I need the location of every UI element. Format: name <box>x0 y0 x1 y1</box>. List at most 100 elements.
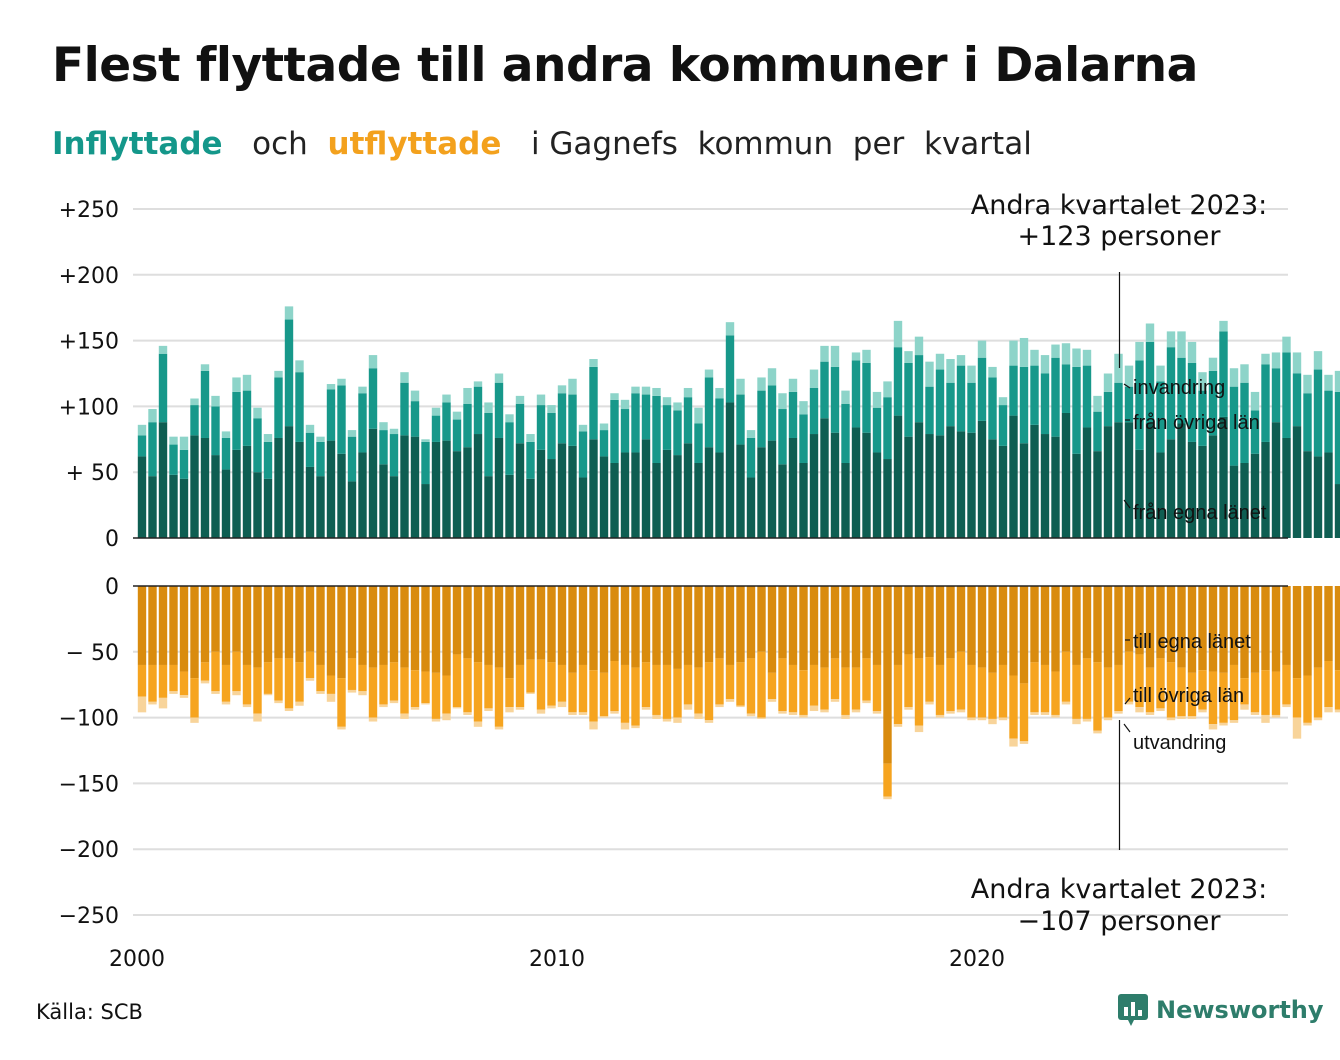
bar-out-utvandring <box>200 680 210 684</box>
bar-out-utvandring <box>1051 714 1060 718</box>
bar-out-utvandring <box>704 720 714 723</box>
bar-in-ovriga-lan <box>1187 362 1197 442</box>
bar-out-egna-lanet <box>536 586 546 660</box>
bar-out-egna-lanet <box>883 586 892 764</box>
bar-in-ovriga-lan <box>1229 386 1239 466</box>
bar-in-ovriga-lan <box>620 409 630 453</box>
bar-in-invandring <box>1187 341 1197 363</box>
bar-out-egna-lanet <box>253 586 262 668</box>
bar-out-egna-lanet <box>547 586 556 663</box>
bar-out-egna-lanet <box>610 586 619 662</box>
bar-in-egna-lanet <box>1145 423 1155 538</box>
bar-out-ovriga-lan <box>1177 667 1186 717</box>
bar-out-ovriga-lan <box>253 667 262 714</box>
bar-out-utvandring <box>316 691 325 694</box>
bar-in-egna-lanet <box>1240 462 1249 538</box>
bar-in-invandring <box>967 365 976 383</box>
bar-in-egna-lanet <box>410 436 420 538</box>
bar-out-ovriga-lan <box>1093 662 1102 731</box>
bar-out-ovriga-lan <box>1271 671 1281 715</box>
bar-in-invandring <box>1166 331 1176 348</box>
bar-in-invandring <box>452 411 462 420</box>
bar-out-ovriga-lan <box>274 658 283 701</box>
bar-out-utvandring <box>137 696 147 713</box>
bar-in-ovriga-lan <box>1250 410 1260 454</box>
bar-out-utvandring <box>977 717 987 721</box>
bar-in-invandring <box>683 387 693 398</box>
bar-in-egna-lanet <box>809 434 819 538</box>
bar-out-ovriga-lan <box>956 651 966 710</box>
annotation-bottom-line1: Andra kvartalet 2023: <box>971 874 1267 905</box>
bar-out-ovriga-lan <box>1261 670 1270 715</box>
bar-out-egna-lanet <box>893 586 903 665</box>
bar-out-egna-lanet <box>662 586 672 665</box>
bar-out-egna-lanet <box>620 586 630 665</box>
bar-in-invandring <box>715 387 724 399</box>
series-label-till-ovriga-lan-leader <box>1124 697 1131 705</box>
bar-out-utvandring <box>1135 707 1144 713</box>
y-tick-label-top: +250 <box>59 198 119 223</box>
bar-in-invandring <box>914 336 924 356</box>
bar-in-invandring <box>1103 373 1113 392</box>
bar-in-egna-lanet <box>998 445 1008 538</box>
series-label-till-ovriga-lan: till övriga län <box>1133 685 1244 707</box>
bar-in-ovriga-lan <box>694 423 703 463</box>
bar-out-egna-lanet <box>830 586 840 659</box>
bar-out-utvandring <box>1009 738 1018 747</box>
bar-out-egna-lanet <box>473 586 483 663</box>
bar-out-egna-lanet <box>410 586 420 671</box>
bar-out-egna-lanet <box>767 586 777 673</box>
bar-in-ovriga-lan <box>725 335 735 403</box>
bar-in-ovriga-lan <box>1303 393 1312 452</box>
bar-in-egna-lanet <box>368 428 378 538</box>
bar-in-invandring <box>1208 357 1218 371</box>
bar-in-ovriga-lan <box>389 434 399 477</box>
bar-out-ovriga-lan <box>137 664 147 697</box>
bar-out-utvandring <box>347 689 357 693</box>
bar-out-egna-lanet <box>1324 586 1333 662</box>
bar-in-egna-lanet <box>547 459 556 538</box>
bar-out-utvandring <box>589 721 598 730</box>
bar-in-invandring <box>883 381 892 398</box>
bar-in-ovriga-lan <box>1030 365 1039 425</box>
bar-in-egna-lanet <box>431 441 441 538</box>
bar-in-egna-lanet <box>1082 427 1092 538</box>
bar-out-egna-lanet <box>242 586 252 665</box>
bar-out-utvandring <box>473 721 483 727</box>
bar-out-utvandring <box>568 712 577 715</box>
bar-in-egna-lanet <box>1177 423 1186 538</box>
bar-out-ovriga-lan <box>389 662 399 701</box>
bar-out-egna-lanet <box>526 586 535 660</box>
bar-in-ovriga-lan <box>1145 341 1155 424</box>
bar-in-ovriga-lan <box>505 422 514 475</box>
subtitle-rest: i Gagnefs kommun per kvartal <box>530 126 1032 162</box>
bar-out-egna-lanet <box>389 586 399 663</box>
bar-in-egna-lanet <box>1114 422 1123 538</box>
bar-out-utvandring <box>1040 712 1050 715</box>
bar-out-utvandring <box>998 717 1008 721</box>
bar-in-egna-lanet <box>1103 426 1113 538</box>
series-label-invandring-leader <box>1123 383 1131 389</box>
bar-in-invandring <box>946 359 955 383</box>
bar-in-invandring <box>179 436 189 450</box>
bar-out-egna-lanet <box>1114 586 1123 665</box>
bar-in-egna-lanet <box>389 476 399 538</box>
bar-out-ovriga-lan <box>1250 672 1260 713</box>
bar-out-egna-lanet <box>263 586 273 663</box>
bar-out-utvandring <box>1219 722 1228 726</box>
bar-out-ovriga-lan <box>442 675 451 714</box>
bar-in-egna-lanet <box>1271 422 1281 538</box>
bar-out-ovriga-lan <box>568 672 577 713</box>
bar-in-egna-lanet <box>557 443 567 538</box>
bar-out-egna-lanet <box>1292 586 1302 679</box>
bar-in-ovriga-lan <box>1124 386 1134 423</box>
bar-in-egna-lanet <box>1282 437 1291 538</box>
brand-name: Newsworthy <box>1156 996 1324 1024</box>
bar-out-ovriga-lan <box>736 662 745 706</box>
bar-out-egna-lanet <box>494 586 504 668</box>
bar-in-egna-lanet <box>316 476 325 538</box>
bar-in-invandring <box>368 355 378 369</box>
bar-in-egna-lanet <box>1187 441 1197 538</box>
bar-out-utvandring <box>1114 711 1123 714</box>
bar-in-egna-lanet <box>179 478 189 538</box>
